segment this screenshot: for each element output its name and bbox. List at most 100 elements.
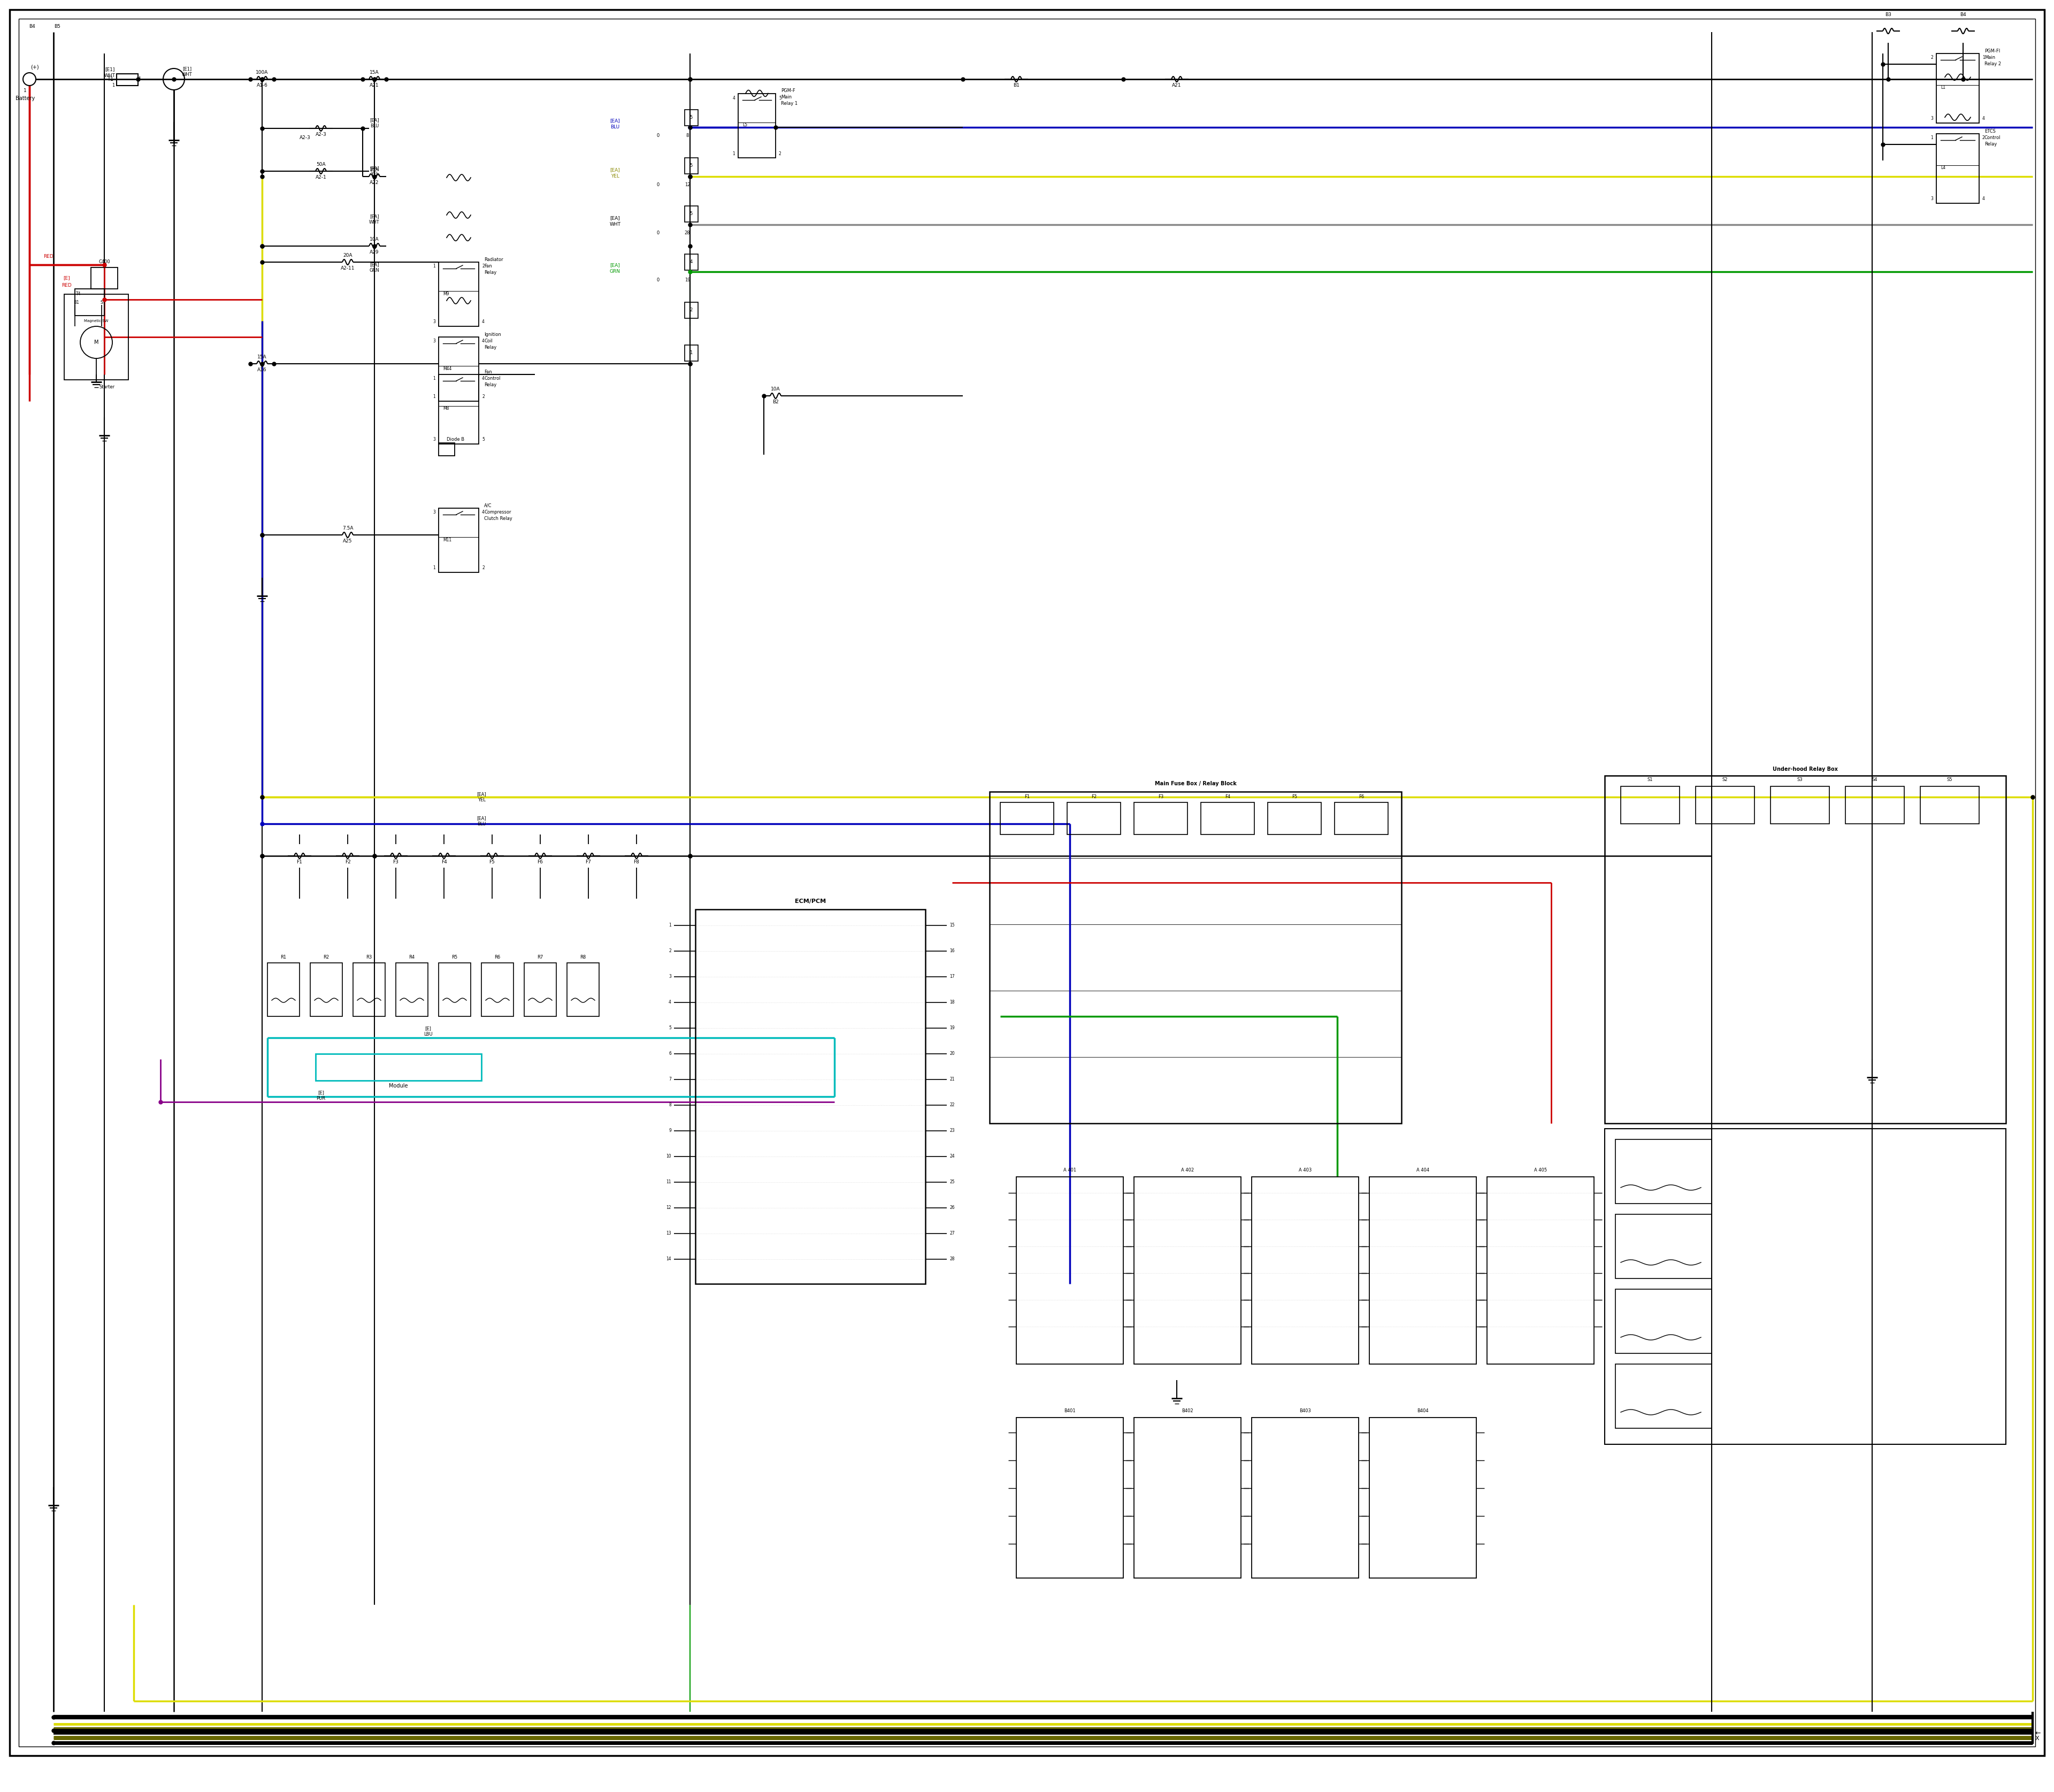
Text: 10A: 10A	[770, 387, 781, 392]
Text: 5: 5	[690, 163, 692, 168]
Text: Main: Main	[1984, 56, 1994, 59]
Text: 15A: 15A	[370, 168, 380, 172]
Text: 28: 28	[949, 1256, 955, 1262]
Bar	[440, 443, 454, 455]
Bar	[1134, 803, 1187, 835]
Text: 5: 5	[690, 211, 692, 217]
Text: [EA]
BLU: [EA] BLU	[370, 118, 380, 129]
Text: F6: F6	[538, 860, 542, 866]
Bar	[316, 1054, 481, 1081]
Text: ←: ←	[2036, 1729, 2042, 1736]
Text: R2: R2	[322, 955, 329, 961]
Text: A 401: A 401	[1064, 1168, 1076, 1172]
Text: B: B	[74, 299, 76, 305]
Bar	[440, 337, 479, 401]
Text: 1: 1	[1982, 56, 1984, 61]
Text: 1: 1	[733, 151, 735, 156]
Bar	[990, 792, 1401, 1124]
Text: B5: B5	[53, 25, 60, 29]
Text: T1: T1	[107, 77, 113, 82]
Bar	[1487, 1177, 1594, 1364]
Bar	[1614, 1215, 1711, 1278]
Text: YEL: YEL	[610, 174, 620, 179]
Bar	[1267, 803, 1321, 835]
Text: 19: 19	[949, 1025, 955, 1030]
Text: 5: 5	[778, 95, 781, 100]
Bar	[1017, 1177, 1124, 1364]
Bar	[1614, 1288, 1711, 1353]
Text: L1: L1	[1941, 84, 1945, 90]
Text: 27: 27	[949, 1231, 955, 1236]
Bar	[440, 509, 479, 572]
Text: 5: 5	[483, 437, 485, 443]
Text: ECM/PCM: ECM/PCM	[795, 898, 826, 903]
Bar	[1335, 803, 1389, 835]
Text: [E]: [E]	[64, 276, 70, 281]
Text: GRN: GRN	[610, 269, 620, 274]
Text: 0: 0	[657, 231, 659, 235]
Text: 3: 3	[670, 975, 672, 978]
Bar	[353, 962, 386, 1016]
Bar	[90, 267, 117, 289]
Bar	[1937, 54, 1980, 124]
Text: 23: 23	[949, 1129, 955, 1133]
Text: S4: S4	[1871, 778, 1877, 783]
Text: 1: 1	[433, 566, 435, 570]
Text: Control: Control	[1984, 134, 2001, 140]
Bar	[737, 93, 776, 158]
Text: [EA]: [EA]	[610, 263, 620, 267]
Text: 16: 16	[949, 948, 955, 953]
Text: B1: B1	[1013, 82, 1019, 88]
Bar	[1370, 1177, 1477, 1364]
Text: B3: B3	[1886, 13, 1892, 18]
Text: 4: 4	[483, 319, 485, 324]
Text: Module: Module	[388, 1082, 409, 1088]
Text: F1: F1	[296, 860, 302, 866]
Text: M8: M8	[444, 405, 450, 410]
Text: Starter: Starter	[99, 383, 115, 389]
Text: F3: F3	[392, 860, 398, 866]
Text: A21: A21	[370, 82, 380, 88]
Text: F2: F2	[345, 860, 351, 866]
Text: X: X	[2036, 1736, 2040, 1742]
Text: Relay 2: Relay 2	[1984, 61, 2001, 66]
Text: [E1]: [E1]	[105, 66, 115, 72]
Text: RED: RED	[43, 254, 53, 260]
Text: S1: S1	[1647, 778, 1653, 783]
Text: [EA]: [EA]	[610, 168, 620, 172]
Text: [E]
PUR: [E] PUR	[316, 1090, 325, 1100]
Text: B402: B402	[1181, 1409, 1193, 1414]
Text: Battery: Battery	[16, 95, 35, 100]
Text: F4: F4	[1224, 794, 1230, 799]
Text: 1: 1	[138, 77, 142, 82]
Text: R8: R8	[579, 955, 585, 961]
Text: F6: F6	[1358, 794, 1364, 799]
Text: A29: A29	[370, 251, 380, 254]
Bar	[64, 294, 127, 380]
Text: A2-11: A2-11	[341, 267, 355, 271]
Text: F4: F4	[442, 860, 448, 866]
Text: 1: 1	[670, 923, 672, 928]
Text: B2: B2	[772, 400, 778, 405]
Bar	[1134, 1177, 1241, 1364]
Text: A 404: A 404	[1417, 1168, 1430, 1172]
Text: F8: F8	[633, 860, 639, 866]
Text: A 403: A 403	[1298, 1168, 1313, 1172]
Bar	[1251, 1177, 1358, 1364]
Bar	[1000, 803, 1054, 835]
Text: [EA]
BLU: [EA] BLU	[477, 815, 487, 826]
Bar	[1621, 787, 1680, 824]
Text: 3: 3	[433, 437, 435, 443]
Text: 2: 2	[483, 566, 485, 570]
Text: 1: 1	[433, 376, 435, 382]
Bar	[1604, 776, 2007, 1124]
Bar	[1771, 787, 1830, 824]
Text: Clutch Relay: Clutch Relay	[485, 516, 511, 521]
Text: 1: 1	[690, 351, 692, 355]
Text: Relay: Relay	[1984, 142, 1996, 147]
Text: M: M	[94, 340, 99, 346]
Text: 9: 9	[670, 1129, 672, 1133]
Text: Fan: Fan	[485, 369, 491, 375]
Bar	[440, 962, 470, 1016]
Text: L5: L5	[741, 124, 748, 127]
